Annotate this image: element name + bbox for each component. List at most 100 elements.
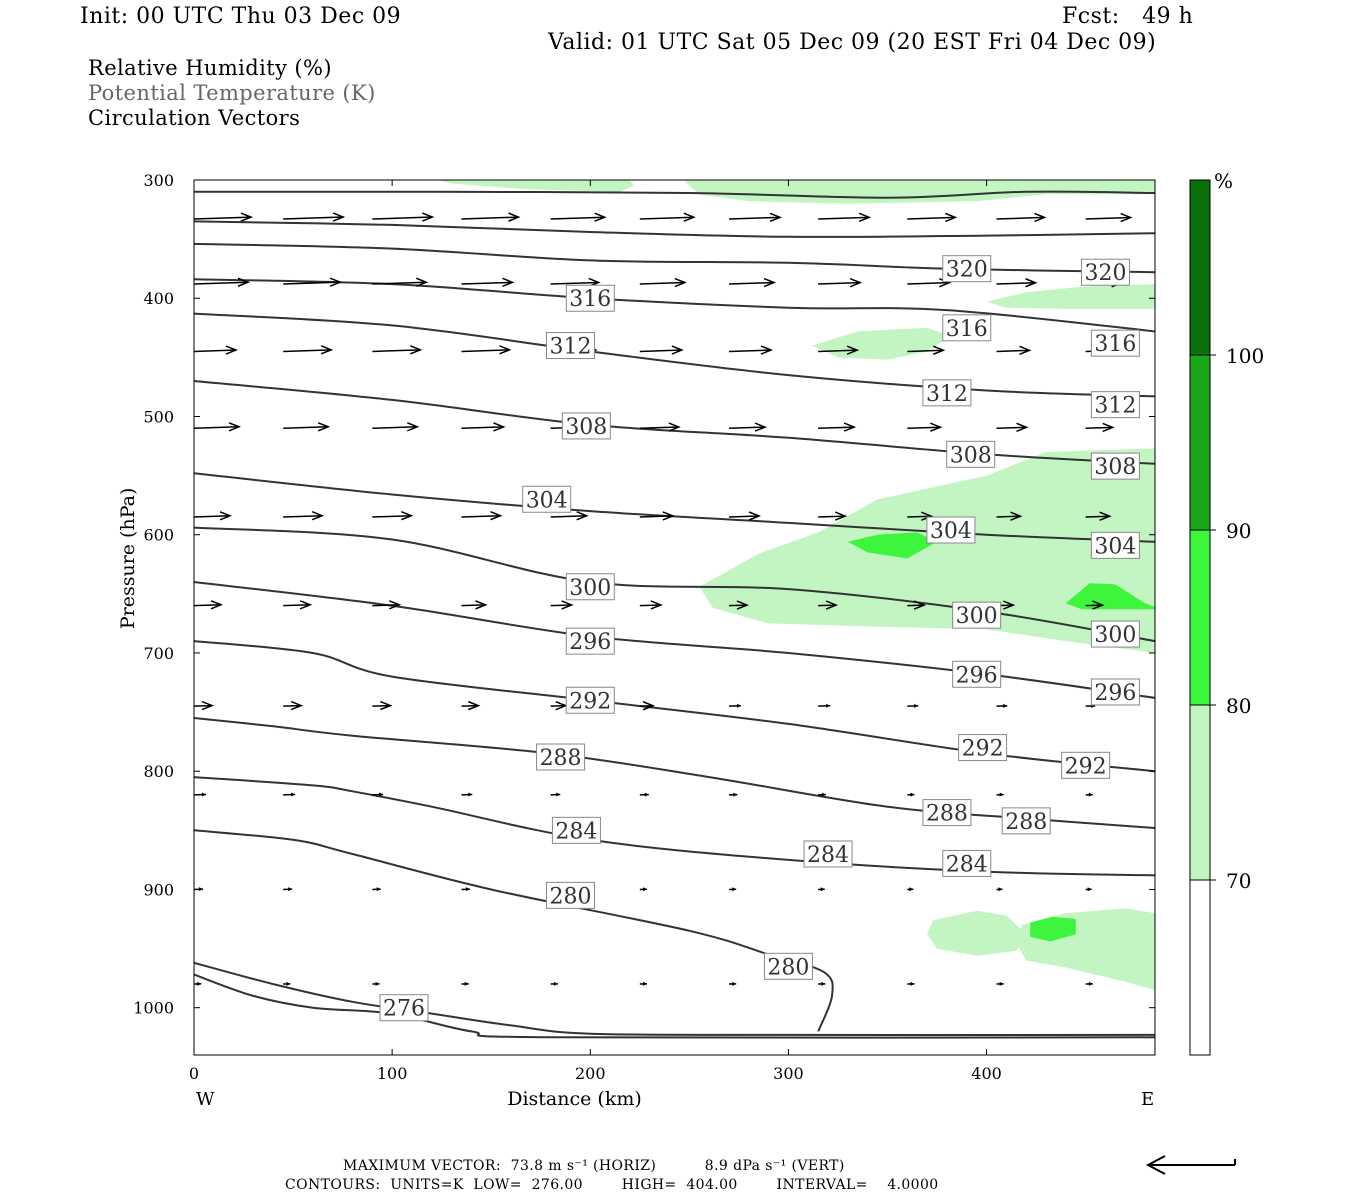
svg-text:296: 296 <box>1094 681 1136 706</box>
circulation-vector <box>283 887 293 892</box>
rh-shading <box>437 180 1155 990</box>
svg-text:292: 292 <box>962 737 1004 762</box>
circulation-vector <box>550 981 558 986</box>
x-tick-label: 0 <box>189 1064 199 1083</box>
colorbar-label: 90 <box>1226 519 1251 543</box>
axes: 300 400 500 600 700 800 900 1000 0 100 200 300 400 W E… <box>117 171 1155 1110</box>
svg-text:284: 284 <box>807 843 849 868</box>
rh-region-80 <box>1065 583 1155 610</box>
circulation-vector <box>461 981 469 986</box>
svg-text:300: 300 <box>1094 623 1136 648</box>
circulation-vector <box>372 600 402 610</box>
circulation-vector <box>907 792 915 797</box>
circulation-vector <box>996 703 1008 708</box>
svg-text:304: 304 <box>1094 534 1136 559</box>
legend-vectors: Circulation Vectors <box>88 106 301 130</box>
x-tick-label: 200 <box>575 1064 606 1083</box>
circulation-vector <box>728 277 777 288</box>
contour-label-288: 288 <box>922 799 972 827</box>
contour-label-288: 288 <box>536 743 586 771</box>
theta-isoline-280 <box>194 829 834 1032</box>
circulation-vector <box>907 212 958 223</box>
circulation-vector <box>1085 887 1092 892</box>
contour-label-284: 284 <box>551 816 601 844</box>
circulation-vector <box>194 792 207 797</box>
x-tick-label: 100 <box>377 1064 408 1083</box>
max-vector-text: MAXIMUM VECTOR: 73.8 m s⁻¹ (HORIZ) 8.9 d… <box>343 1158 845 1174</box>
rh-region-70 <box>986 284 1155 309</box>
circulation-vector <box>461 510 503 521</box>
y-axis-title: Pressure (hPa) <box>117 488 139 630</box>
circulation-vector <box>372 422 420 432</box>
svg-text:284: 284 <box>555 819 597 844</box>
svg-text:288: 288 <box>1005 810 1047 835</box>
contour-label-300: 300 <box>565 573 615 601</box>
circulation-vector <box>639 277 687 288</box>
circulation-vector <box>1085 600 1105 610</box>
circulation-vector <box>372 212 435 222</box>
circulation-vector <box>639 792 649 797</box>
contour-label-292: 292 <box>1061 751 1111 779</box>
contour-label-276: 276 <box>379 994 429 1022</box>
circulation-vector <box>461 700 481 711</box>
circulation-vector <box>728 345 774 355</box>
circulation-vector <box>550 792 561 797</box>
svg-text:296: 296 <box>956 663 998 688</box>
contour-label-304: 304 <box>522 485 572 513</box>
colorbar-band-80 <box>1189 529 1211 706</box>
contour-label-308: 308 <box>946 440 996 468</box>
contour-label-300: 300 <box>952 601 1002 629</box>
y-tick-label: 700 <box>143 644 174 663</box>
circulation-vector <box>728 600 750 610</box>
svg-text:308: 308 <box>565 415 607 440</box>
contour-label-296: 296 <box>1090 678 1140 706</box>
rh-region-70 <box>683 180 1155 204</box>
circulation-vector <box>372 345 423 355</box>
svg-text:292: 292 <box>569 689 611 714</box>
svg-text:308: 308 <box>1094 455 1136 480</box>
circulation-vector <box>194 345 239 355</box>
circulation-vector <box>728 981 737 986</box>
circulation-vector <box>818 600 839 610</box>
y-tick-label: 900 <box>143 880 174 899</box>
circulation-vector <box>1085 422 1115 433</box>
circulation-vector <box>194 277 251 287</box>
contour-label-300: 300 <box>1090 620 1140 648</box>
circulation-vector <box>283 600 313 610</box>
circulation-vector <box>194 600 224 610</box>
circulation-vector <box>283 212 346 222</box>
circulation-vector <box>461 792 473 797</box>
circulation-vector <box>283 345 334 355</box>
svg-text:304: 304 <box>526 488 568 513</box>
theta-isoline-308 <box>194 380 1155 465</box>
circulation-vector <box>728 792 738 797</box>
contour-label-304: 304 <box>926 516 976 544</box>
circulation-vector <box>818 422 857 432</box>
contour-label-304: 304 <box>1090 531 1140 559</box>
circulation-vector <box>996 212 1047 223</box>
rh-region-80 <box>1030 916 1076 942</box>
theta-isoline-316 <box>194 278 1155 333</box>
contour-label-296: 296 <box>952 660 1002 688</box>
east-label: E <box>1141 1089 1154 1110</box>
circulation-vector <box>907 981 915 986</box>
y-tick-label: 600 <box>143 526 174 545</box>
circulation-vector <box>461 600 488 610</box>
y-tick-label: 300 <box>143 171 174 190</box>
svg-text:308: 308 <box>950 443 992 468</box>
theta-isoline-312 <box>194 312 1155 398</box>
contour-label-292: 292 <box>565 686 615 714</box>
circulation-vector <box>818 212 872 223</box>
circulation-vector <box>283 422 331 432</box>
svg-text:312: 312 <box>549 335 591 360</box>
circulation-vector <box>1085 212 1133 223</box>
circulation-vector <box>818 703 831 708</box>
circulation-vector <box>283 700 304 711</box>
plot-frame <box>193 179 1156 1056</box>
rh-region-70 <box>927 910 1027 956</box>
y-tick-label: 1000 <box>133 999 174 1018</box>
circulation-vector <box>194 212 254 222</box>
svg-text:288: 288 <box>540 746 582 771</box>
theta-isoline-320 <box>194 220 1155 238</box>
